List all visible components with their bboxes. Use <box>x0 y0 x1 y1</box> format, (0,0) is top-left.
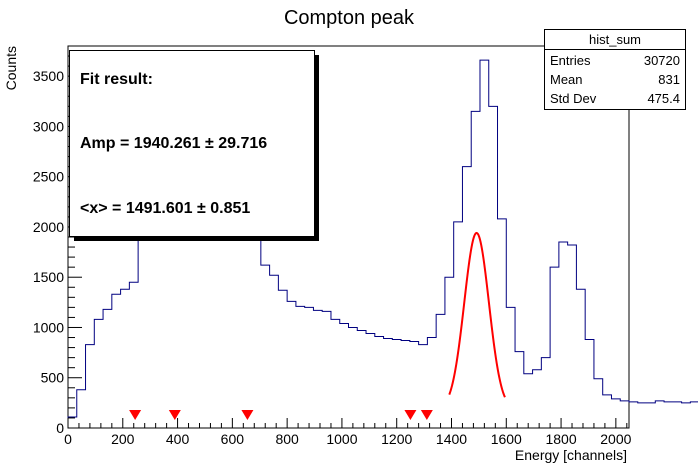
fit-mean-line: <x> = 1491.601 ± 0.851 <box>80 200 250 217</box>
fit-heading: Fit result: <box>80 71 153 88</box>
peak-marker <box>420 410 433 420</box>
x-tick-label: 1400 <box>436 431 467 447</box>
y-tick-label: 500 <box>41 370 65 386</box>
x-tick-label: 0 <box>64 431 72 447</box>
x-tick-label: 200 <box>111 431 135 447</box>
stats-box: hist_sum Entries 30720 Mean 831 Std Dev … <box>544 29 686 110</box>
peak-marker <box>168 410 181 420</box>
peak-markers <box>129 410 433 420</box>
y-tick-label: 1500 <box>33 269 64 285</box>
y-tick-label: 2500 <box>33 169 64 185</box>
peak-marker <box>129 410 142 420</box>
gaussian-fit-curve <box>448 231 506 398</box>
fit-amp-line: Amp = 1940.261 ± 29.716 <box>80 135 267 152</box>
fit-result-box: Fit result: Amp = 1940.261 ± 29.716 <x> … <box>69 50 319 241</box>
fit-box-frame <box>69 50 315 237</box>
x-tick-label: 1600 <box>491 431 522 447</box>
stat-value-entries: 30720 <box>644 53 680 68</box>
x-axis-title: Energy [channels] <box>515 447 627 463</box>
y-tick-label: 2000 <box>33 219 64 235</box>
y-tick-label: 1000 <box>33 319 64 335</box>
stats-box-frame <box>544 29 686 110</box>
y-tick-label: 3500 <box>33 68 64 84</box>
stat-value-mean: 831 <box>658 72 680 87</box>
x-tick-label: 600 <box>221 431 245 447</box>
y-tick-label: 0 <box>56 420 64 436</box>
stat-label-mean: Mean <box>550 72 583 87</box>
x-tick-label: 2000 <box>600 431 631 447</box>
chart-title: Compton peak <box>284 7 415 29</box>
stat-label-entries: Entries <box>550 53 591 68</box>
x-tick-label: 800 <box>275 431 299 447</box>
x-tick-label: 400 <box>166 431 190 447</box>
x-tick-label: 1800 <box>545 431 576 447</box>
stat-value-stddev: 475.4 <box>647 91 680 106</box>
y-axis-title: Counts <box>3 46 19 90</box>
fit-curve-layer <box>448 231 506 398</box>
x-tick-label: 1000 <box>326 431 357 447</box>
peak-marker <box>241 410 254 420</box>
peak-marker <box>404 410 417 420</box>
x-tick-label: 1200 <box>381 431 412 447</box>
stats-box-title: hist_sum <box>589 32 641 47</box>
axes: 0 200 400 600 800 1000 1200 1400 1600 1800 2000 0 50… <box>33 45 632 447</box>
stat-label-stddev: Std Dev <box>550 91 597 106</box>
y-tick-label: 3000 <box>33 118 64 134</box>
